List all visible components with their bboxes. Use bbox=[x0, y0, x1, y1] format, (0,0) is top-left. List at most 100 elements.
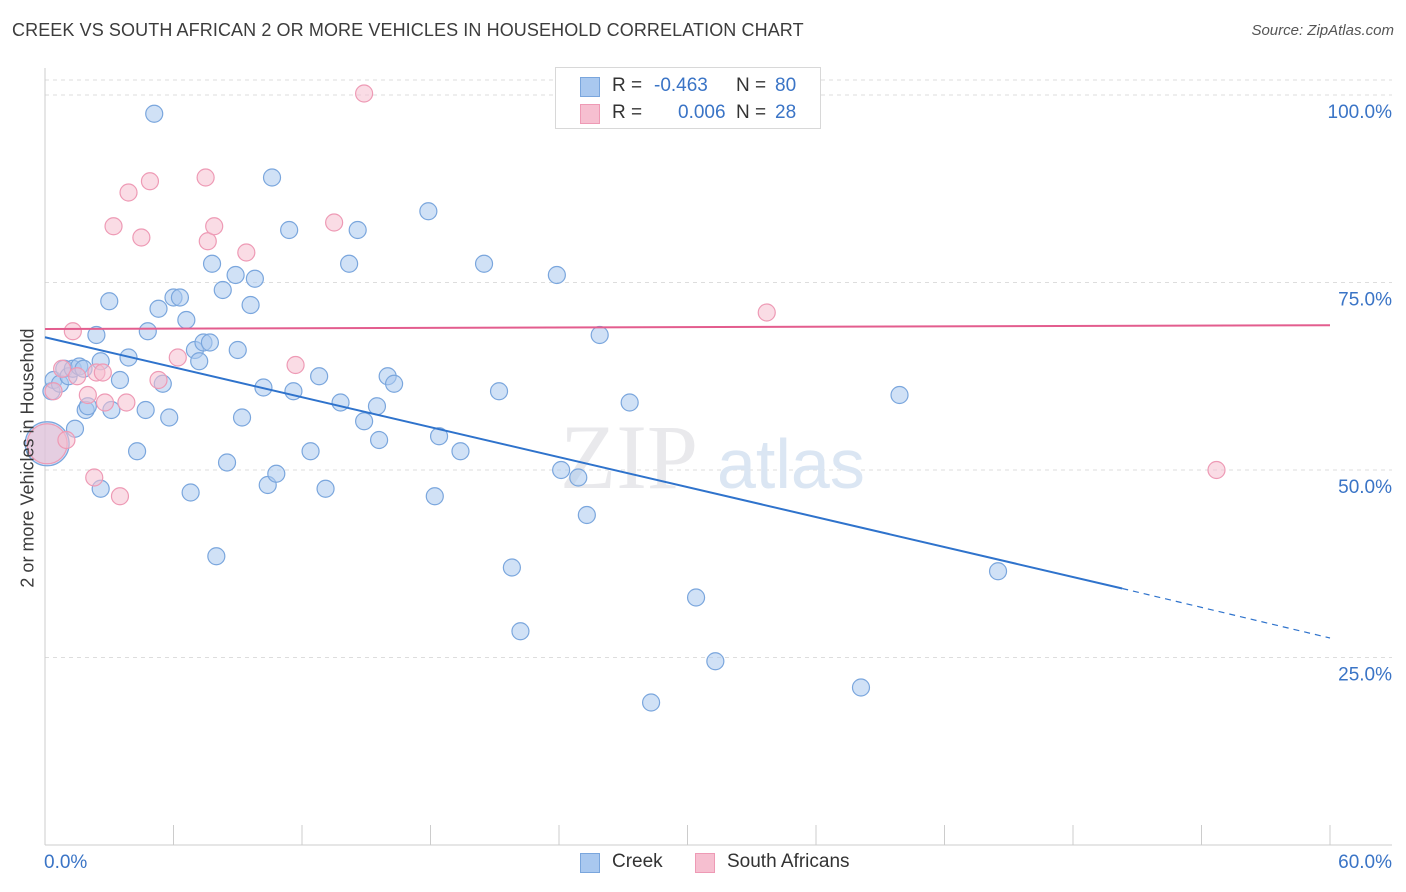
watermark: ZIP atlas bbox=[560, 406, 865, 508]
south-africans-point bbox=[57, 430, 76, 450]
south-africans-r-label: R = bbox=[612, 102, 643, 123]
creek-point bbox=[181, 483, 200, 502]
creek-point bbox=[136, 400, 155, 420]
creek-point bbox=[310, 367, 329, 386]
creek-point bbox=[384, 374, 404, 393]
creek-point bbox=[451, 442, 470, 461]
creek-point bbox=[686, 588, 706, 607]
creek-point bbox=[262, 168, 282, 187]
south-africans-point bbox=[78, 385, 97, 405]
creek-points bbox=[24, 104, 1008, 712]
south-africans-point bbox=[168, 348, 187, 367]
y-tick-label: 50.0% bbox=[1338, 477, 1392, 498]
south-africans-n-label: N = bbox=[736, 102, 767, 123]
south-africans-point bbox=[95, 393, 115, 412]
creek-r-value: -0.463 bbox=[654, 75, 708, 96]
creek-point bbox=[429, 427, 449, 446]
south-africans-swatch bbox=[580, 104, 600, 124]
creek-point bbox=[569, 468, 588, 487]
creek-point bbox=[170, 288, 190, 307]
south-africans-point bbox=[325, 213, 344, 232]
creek-point bbox=[706, 652, 725, 671]
south-africans-point bbox=[117, 393, 136, 412]
trend-lines bbox=[44, 324, 1331, 639]
south-africans-point bbox=[757, 303, 776, 322]
creek-point bbox=[547, 265, 566, 285]
south-africans-r-value: 0.006 bbox=[678, 102, 726, 123]
south-africans-point bbox=[1207, 460, 1226, 480]
y-tick-label: 25.0% bbox=[1338, 665, 1392, 686]
creek-point bbox=[489, 382, 509, 401]
creek-point bbox=[138, 322, 157, 341]
south-africans-point bbox=[237, 243, 256, 262]
creek-point bbox=[207, 547, 226, 566]
south-africans-point bbox=[286, 355, 305, 375]
south-africans-point bbox=[140, 172, 160, 191]
chart-title: CREEK VS SOUTH AFRICAN 2 OR MORE VEHICLE… bbox=[12, 20, 804, 40]
creek-point bbox=[213, 280, 232, 300]
creek-point bbox=[226, 265, 245, 285]
south-africans-point bbox=[198, 232, 217, 251]
creek-point bbox=[110, 370, 130, 390]
creek-point bbox=[474, 254, 494, 273]
creek-point bbox=[200, 333, 220, 352]
south-africans-n-value: 28 bbox=[775, 102, 797, 123]
creek-point bbox=[511, 622, 530, 641]
source-label: Source: ZipAtlas.com bbox=[1251, 22, 1394, 39]
x-tick-label-min: 0.0% bbox=[44, 852, 88, 873]
creek-point bbox=[355, 412, 374, 431]
creek-point bbox=[348, 220, 367, 240]
creek-point bbox=[641, 693, 661, 712]
stats-box: R = -0.463 N = 80 R = 0.006 N = 28 bbox=[555, 67, 821, 129]
creek-trend-extension bbox=[1122, 587, 1331, 639]
south-africans-point bbox=[63, 322, 82, 341]
south-africans-point bbox=[355, 84, 374, 103]
creek-point bbox=[988, 562, 1008, 581]
south-africans-point bbox=[149, 370, 168, 390]
legend-creek-label: Creek bbox=[612, 851, 663, 872]
creek-point bbox=[177, 310, 196, 330]
south-africans-point bbox=[196, 168, 215, 187]
creek-point bbox=[267, 464, 286, 483]
creek-point bbox=[367, 397, 387, 416]
creek-point bbox=[851, 678, 871, 697]
creek-point bbox=[241, 295, 260, 315]
south-africans-point bbox=[85, 468, 104, 487]
south-africans-trend-line bbox=[44, 324, 1331, 330]
y-tick-labels: 25.0% 50.0% 75.0% 100.0% bbox=[1328, 102, 1393, 686]
creek-point bbox=[100, 292, 119, 311]
creek-point bbox=[280, 220, 299, 240]
creek-point bbox=[190, 352, 209, 371]
creek-point bbox=[228, 340, 247, 360]
south-africans-point bbox=[132, 228, 151, 247]
south-africans-point bbox=[110, 487, 130, 506]
creek-point bbox=[370, 430, 389, 450]
south-africans-point bbox=[119, 183, 138, 202]
creek-point bbox=[127, 442, 147, 461]
creek-n-label: N = bbox=[736, 75, 767, 96]
creek-point bbox=[552, 460, 571, 480]
creek-trend-line bbox=[44, 336, 1123, 590]
creek-point bbox=[316, 479, 335, 498]
creek-point bbox=[149, 299, 168, 318]
south-africans-point bbox=[44, 382, 63, 401]
creek-point bbox=[232, 408, 252, 427]
south-africans-points bbox=[26, 84, 1226, 506]
creek-point bbox=[217, 453, 237, 472]
legend-creek-swatch bbox=[580, 853, 600, 873]
south-africans-point bbox=[104, 217, 123, 236]
y-tick-label: 75.0% bbox=[1338, 290, 1392, 311]
creek-point bbox=[590, 325, 609, 345]
creek-point bbox=[145, 104, 164, 123]
creek-swatch bbox=[580, 77, 600, 97]
creek-point bbox=[425, 487, 444, 506]
south-africans-point bbox=[53, 359, 72, 378]
y-axis-label: 2 or more Vehicles in Household bbox=[17, 328, 38, 588]
creek-point bbox=[160, 408, 179, 427]
south-africans-point bbox=[205, 217, 224, 236]
south-africans-point bbox=[93, 363, 112, 382]
legend-south-africans-swatch bbox=[695, 853, 715, 873]
creek-point bbox=[340, 254, 359, 273]
legend-south-africans-label: South Africans bbox=[727, 851, 850, 872]
creek-point bbox=[87, 325, 106, 345]
